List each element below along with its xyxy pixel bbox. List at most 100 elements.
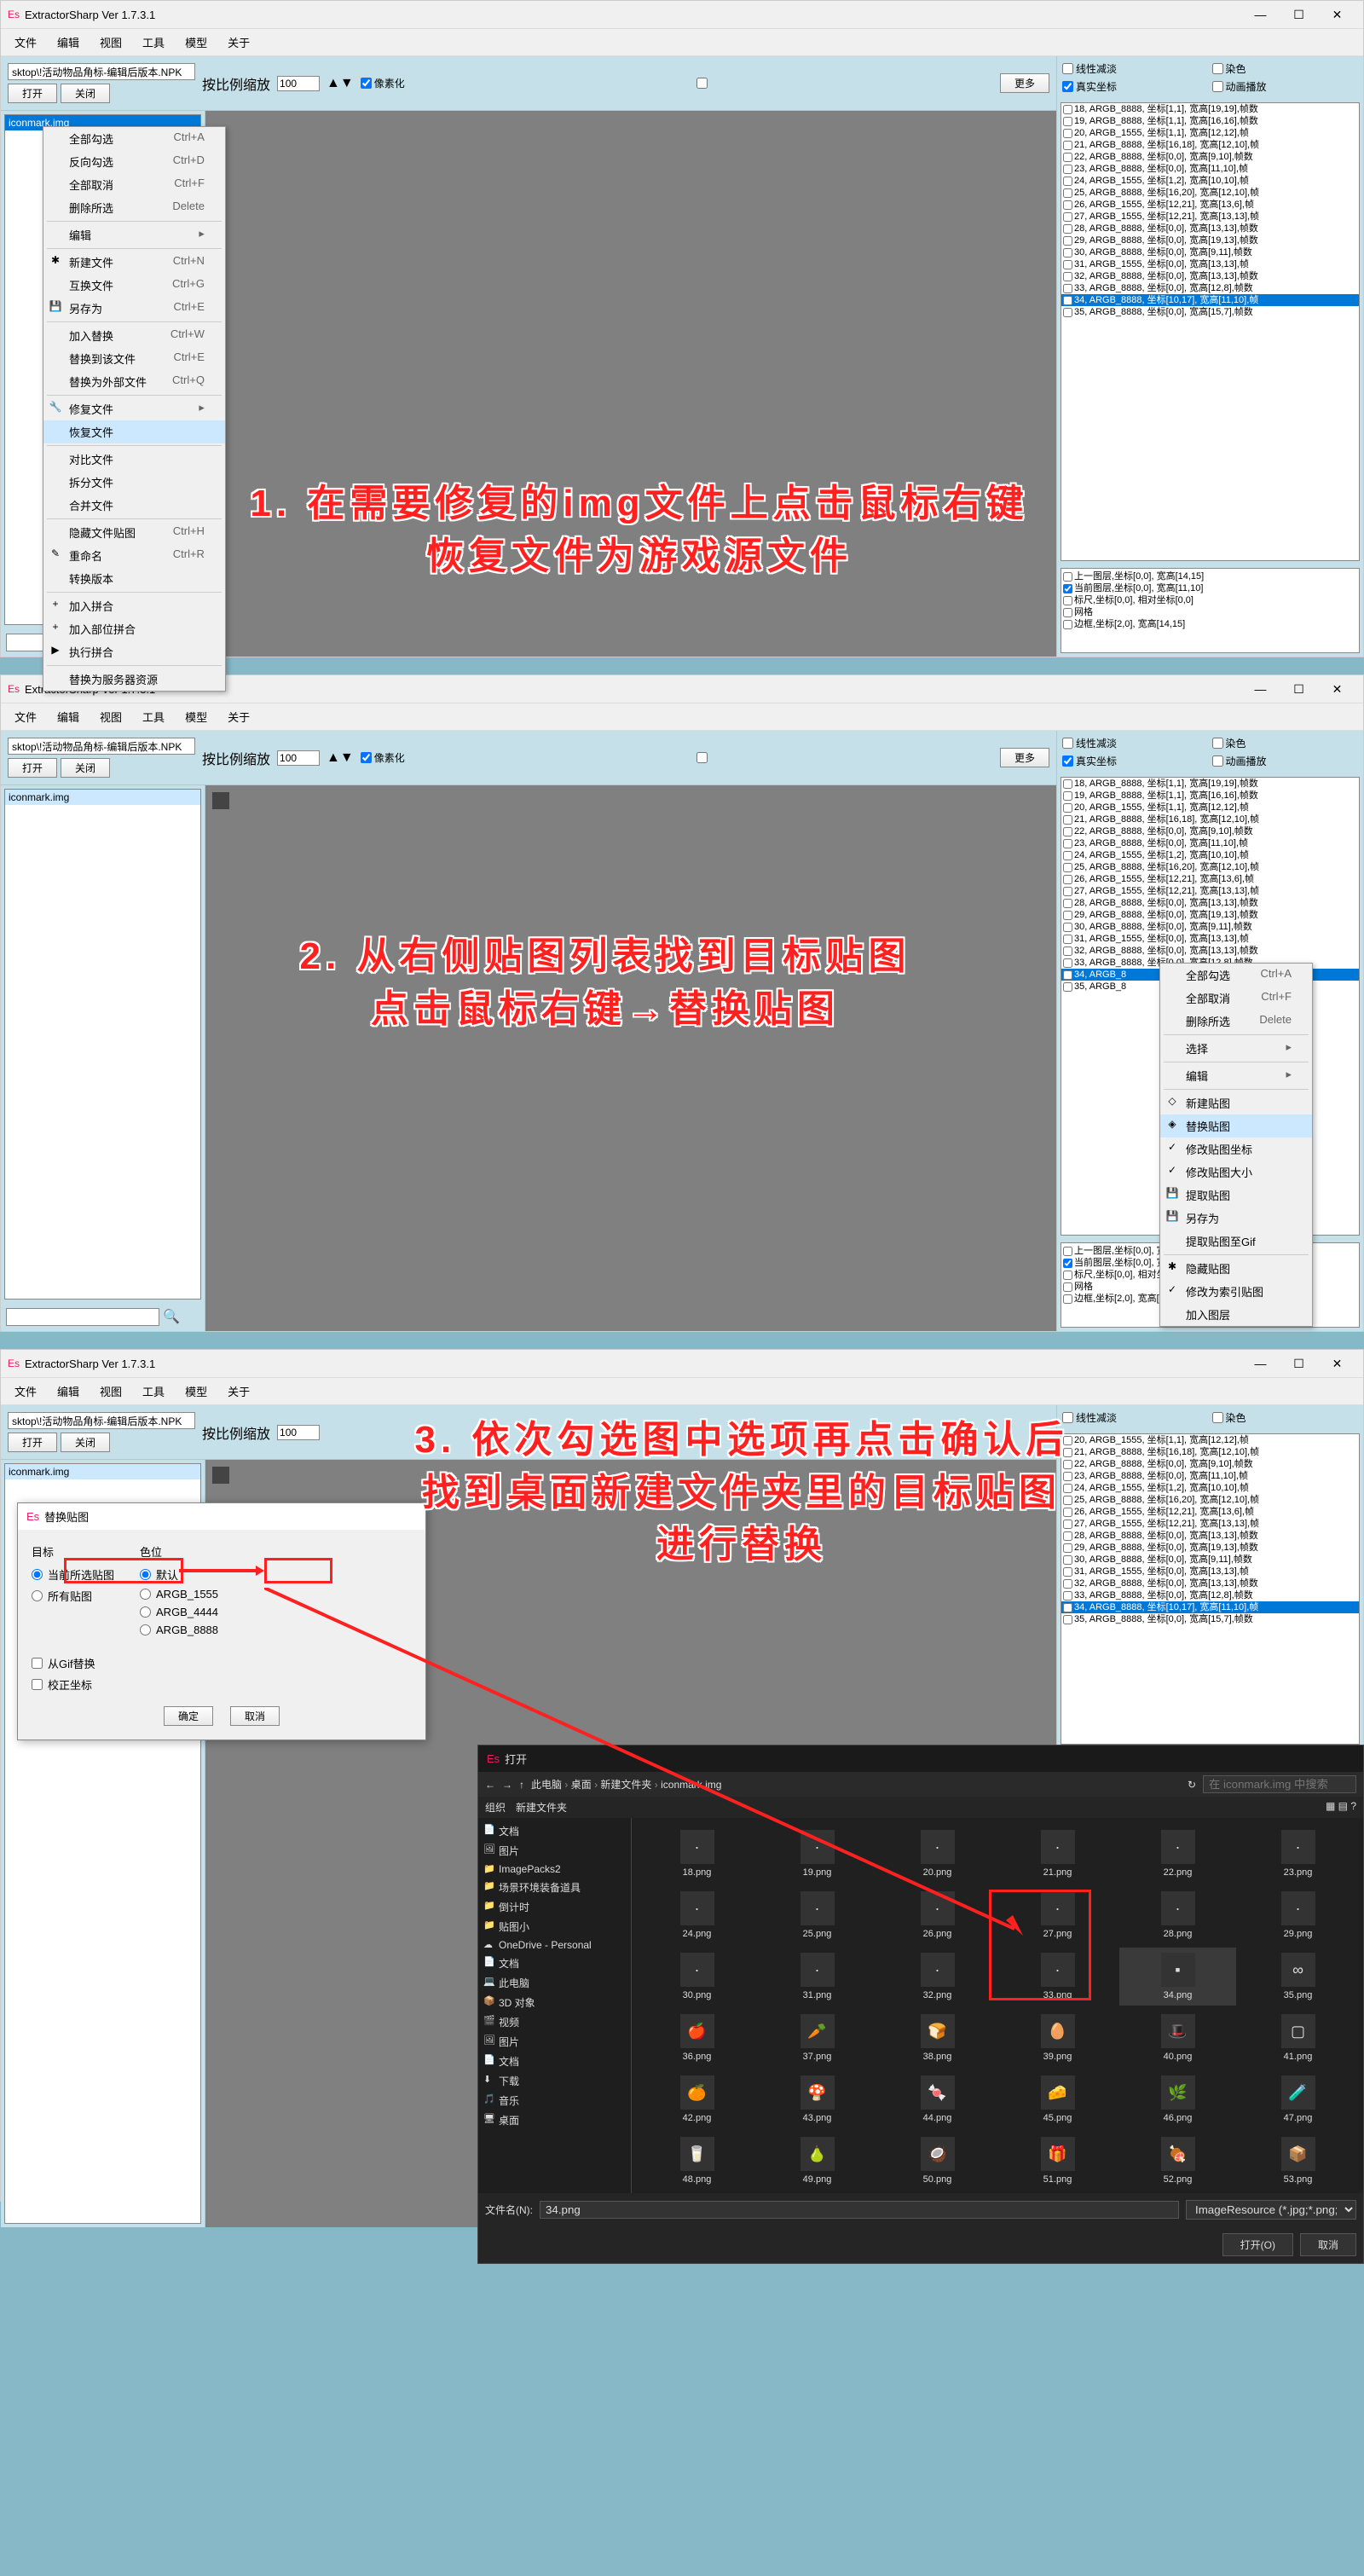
menu-编辑[interactable]: 编辑 xyxy=(47,31,90,54)
argb8888-radio[interactable] xyxy=(140,1624,151,1635)
fo-side-item[interactable]: 🖼图片 xyxy=(482,2032,627,2052)
menu-item[interactable]: 对比文件 xyxy=(43,448,225,471)
close-button[interactable]: ✕ xyxy=(1318,4,1356,25)
image-list-item[interactable]: 27, ARGB_1555, 坐标[12,21], 宽高[13,13],帧 xyxy=(1061,885,1359,897)
fo-file-cell[interactable]: 🍖52.png xyxy=(1119,2132,1236,2190)
image-list-item[interactable]: 30, ARGB_8888, 坐标[0,0], 宽高[9,11],帧数 xyxy=(1061,246,1359,258)
pixelize-checkbox[interactable] xyxy=(361,78,372,89)
menu-item[interactable]: ✱新建文件Ctrl+N xyxy=(43,251,225,274)
menu-工具[interactable]: 工具 xyxy=(132,705,175,728)
menu-item[interactable]: 替换为服务器资源 xyxy=(43,668,225,691)
fo-file-cell[interactable]: ∞35.png xyxy=(1240,1948,1356,2006)
close-file-button[interactable]: 关闭 xyxy=(61,758,110,778)
dye-checkbox[interactable] xyxy=(1212,63,1223,74)
menu-关于[interactable]: 关于 xyxy=(217,31,260,54)
scale-spinner[interactable]: ▲▼ xyxy=(327,76,354,91)
fo-file-cell[interactable]: 🥚39.png xyxy=(999,2009,1116,2067)
fo-file-cell[interactable]: 📦53.png xyxy=(1240,2132,1356,2190)
close-file-button[interactable]: 关闭 xyxy=(61,1433,110,1452)
menu-item[interactable]: 替换为外部文件Ctrl+Q xyxy=(43,370,225,393)
fixcoord-checkbox[interactable] xyxy=(32,1679,43,1690)
image-list-item[interactable]: 31, ARGB_1555, 坐标[0,0], 宽高[13,13],帧 xyxy=(1061,258,1359,270)
image-list-item[interactable]: 30, ARGB_8888, 坐标[0,0], 宽高[9,11],帧数 xyxy=(1061,921,1359,933)
fo-file-cell[interactable]: ·31.png xyxy=(759,1948,876,2006)
menu-item[interactable]: ◇新建贴图 xyxy=(1160,1091,1312,1114)
fo-file-cell[interactable]: 🍄43.png xyxy=(759,2070,876,2128)
image-list-item[interactable]: 25, ARGB_8888, 坐标[16,20], 宽高[12,10],帧 xyxy=(1061,861,1359,873)
fo-side-item[interactable]: 🖥桌面 xyxy=(482,2110,627,2130)
menu-关于[interactable]: 关于 xyxy=(217,1380,260,1403)
fo-file-cell[interactable]: 🥛48.png xyxy=(639,2132,755,2190)
minimize-button[interactable]: — xyxy=(1241,1353,1280,1374)
menu-item[interactable]: 替换到该文件Ctrl+E xyxy=(43,347,225,370)
menu-item[interactable]: 互换文件Ctrl+G xyxy=(43,274,225,297)
image-list-item[interactable]: 31, ARGB_1555, 坐标[0,0], 宽高[13,13],帧 xyxy=(1061,933,1359,945)
close-file-button[interactable]: 关闭 xyxy=(61,84,110,103)
menu-item[interactable]: ✎重命名Ctrl+R xyxy=(43,544,225,567)
menu-编辑[interactable]: 编辑 xyxy=(47,705,90,728)
image-list-item[interactable]: 29, ARGB_8888, 坐标[0,0], 宽高[19,13],帧数 xyxy=(1061,234,1359,246)
image-list-item[interactable]: 32, ARGB_8888, 坐标[0,0], 宽高[13,13],帧数 xyxy=(1061,945,1359,957)
fo-file-cell[interactable]: 🍐49.png xyxy=(759,2132,876,2190)
open-button[interactable]: 打开 xyxy=(8,758,57,778)
fo-file-cell[interactable]: 🍞38.png xyxy=(879,2009,996,2067)
image-list-item[interactable]: 20, ARGB_1555, 坐标[1,1], 宽高[12,12],帧 xyxy=(1061,802,1359,813)
fo-side-item[interactable]: 🎬视频 xyxy=(482,2012,627,2032)
fo-file-cell[interactable]: ·29.png xyxy=(1240,1886,1356,1944)
image-list-item[interactable]: 29, ARGB_8888, 坐标[0,0], 宽高[19,13],帧数 xyxy=(1061,909,1359,921)
filter-select[interactable]: ImageResource (*.jpg;*.png;* xyxy=(1186,2200,1356,2220)
info-list-item[interactable]: 边框,坐标[2,0], 宽高[14,15] xyxy=(1063,618,1357,630)
fo-side-item[interactable]: 📦3D 对象 xyxy=(482,1993,627,2012)
menu-关于[interactable]: 关于 xyxy=(217,705,260,728)
argb4444-radio[interactable] xyxy=(140,1606,151,1618)
menu-item[interactable]: 提取贴图至Gif xyxy=(1160,1230,1312,1253)
fo-file-cell[interactable]: 🌿46.png xyxy=(1119,2070,1236,2128)
maximize-button[interactable]: ☐ xyxy=(1280,679,1318,699)
pixelize-checkbox[interactable] xyxy=(361,752,372,763)
menu-item[interactable]: 编辑▸ xyxy=(43,223,225,246)
menu-item[interactable]: +加入部位拼合 xyxy=(43,617,225,640)
menu-模型[interactable]: 模型 xyxy=(175,705,217,728)
image-list-item[interactable]: 34, ARGB_8888, 坐标[10,17], 宽高[11,10],帧 xyxy=(1061,1601,1359,1613)
menu-文件[interactable]: 文件 xyxy=(4,705,47,728)
minimize-button[interactable]: — xyxy=(1241,4,1280,25)
menu-item[interactable]: 全部取消Ctrl+F xyxy=(1160,987,1312,1010)
image-list-item[interactable]: 19, ARGB_8888, 坐标[1,1], 宽高[16,16],帧数 xyxy=(1061,115,1359,127)
image-list-item[interactable]: 19, ARGB_8888, 坐标[1,1], 宽高[16,16],帧数 xyxy=(1061,790,1359,802)
image-list-item[interactable]: 23, ARGB_8888, 坐标[0,0], 宽高[11,10],帧 xyxy=(1061,163,1359,175)
more-button[interactable]: 更多 xyxy=(1000,748,1049,767)
path-input[interactable] xyxy=(8,1412,195,1429)
menu-item[interactable]: ✓修改贴图坐标 xyxy=(1160,1137,1312,1161)
menu-item[interactable]: 💾另存为Ctrl+E xyxy=(43,297,225,320)
current-radio[interactable] xyxy=(32,1569,43,1580)
fo-file-cell[interactable]: ·22.png xyxy=(1119,1825,1236,1883)
search-icon[interactable]: 🔍 xyxy=(163,1308,180,1326)
fo-file-cell[interactable]: 🎁51.png xyxy=(999,2132,1116,2190)
anim-checkbox[interactable] xyxy=(1212,81,1223,92)
image-list-item[interactable]: 21, ARGB_8888, 坐标[16,18], 宽高[12,10],帧 xyxy=(1061,813,1359,825)
filename-input[interactable] xyxy=(540,2201,1179,2219)
fo-file-cell[interactable]: 🥥50.png xyxy=(879,2132,996,2190)
image-list-item[interactable]: 18, ARGB_8888, 坐标[1,1], 宽高[19,19],帧数 xyxy=(1061,103,1359,115)
image-list-item[interactable]: 33, ARGB_8888, 坐标[0,0], 宽高[12,8],帧数 xyxy=(1061,282,1359,294)
menu-item[interactable]: 转换版本 xyxy=(43,567,225,590)
fo-side-item[interactable]: ⬇下载 xyxy=(482,2071,627,2091)
image-list-item[interactable]: 28, ARGB_8888, 坐标[0,0], 宽高[13,13],帧数 xyxy=(1061,897,1359,909)
fo-side-item[interactable]: 📄文档 xyxy=(482,2052,627,2071)
image-list-item[interactable]: 35, ARGB_8888, 坐标[0,0], 宽高[15,7],帧数 xyxy=(1061,306,1359,318)
info-list-item[interactable]: 标尺,坐标[0,0], 相对坐标[0,0] xyxy=(1063,594,1357,606)
close-button[interactable]: ✕ xyxy=(1318,679,1356,699)
menu-item[interactable]: 编辑▸ xyxy=(1160,1064,1312,1087)
menu-文件[interactable]: 文件 xyxy=(4,1380,47,1403)
image-list-item[interactable]: 24, ARGB_1555, 坐标[1,2], 宽高[10,10],帧 xyxy=(1061,849,1359,861)
menu-item[interactable]: +加入拼合 xyxy=(43,594,225,617)
image-list-item[interactable]: 22, ARGB_8888, 坐标[0,0], 宽高[9,10],帧数 xyxy=(1061,825,1359,837)
info-list-item[interactable]: 网格 xyxy=(1063,606,1357,618)
fo-file-cell[interactable]: 🍊42.png xyxy=(639,2070,755,2128)
menu-item[interactable]: 🔧修复文件▸ xyxy=(43,397,225,420)
image-list-item[interactable]: 27, ARGB_1555, 坐标[12,21], 宽高[13,13],帧 xyxy=(1061,211,1359,223)
fo-side-item[interactable]: 💻此电脑 xyxy=(482,1973,627,1993)
fo-file-cell[interactable]: ·30.png xyxy=(639,1948,755,2006)
fo-file-cell[interactable]: 🧪47.png xyxy=(1240,2070,1356,2128)
fo-file-cell[interactable]: 🎩40.png xyxy=(1119,2009,1236,2067)
